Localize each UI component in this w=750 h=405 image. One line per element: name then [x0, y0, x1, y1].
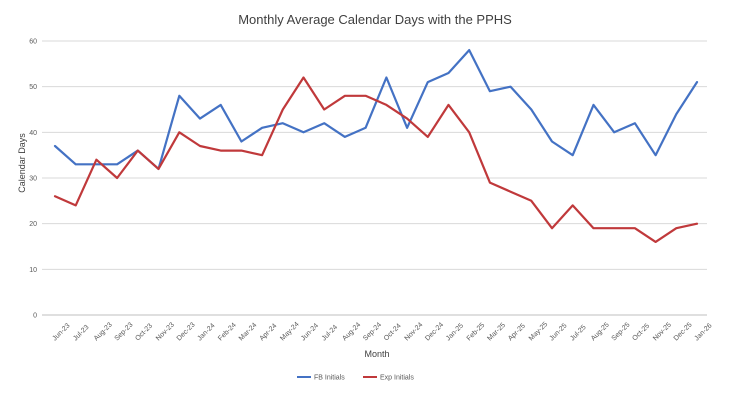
x-axis: Jun-23 Jul-23 Aug-23 Sep-23 Oct-23 Nov-23 Dec-…: [51, 321, 713, 343]
x-tick-label: May-25: [528, 321, 550, 343]
x-tick-label: Dec-24: [424, 321, 445, 342]
x-tick-label: Nov-24: [404, 321, 425, 342]
x-tick-label: Sep-24: [362, 321, 383, 342]
y-tick-label: 10: [29, 267, 37, 274]
series-lines: [53, 48, 699, 243]
x-tick-label: Nov-23: [155, 321, 176, 342]
legend-label: FB Initials: [314, 375, 345, 382]
x-tick-label: Mar-25: [486, 322, 507, 343]
x-tick-label: Dec-25: [673, 321, 694, 342]
x-tick-label: Dec-23: [176, 321, 197, 342]
x-tick-label: Jan-25: [445, 322, 465, 342]
x-tick-label: Jan-26: [693, 322, 713, 342]
x-tick-label: Aug-24: [341, 321, 362, 342]
x-tick-label: Nov-25: [652, 321, 673, 342]
chart-title: Monthly Average Calendar Days with the P…: [238, 12, 512, 27]
x-tick-label: Apr-24: [259, 323, 279, 343]
x-tick-label: Feb-24: [217, 322, 238, 343]
y-tick-label: 0: [33, 313, 37, 320]
x-tick-label: Aug-25: [590, 321, 611, 342]
x-tick-label: Jan-24: [196, 322, 216, 342]
x-tick-label: May-24: [279, 321, 301, 343]
x-axis-title: Month: [364, 349, 389, 359]
x-tick-label: Mar-24: [238, 322, 259, 343]
x-tick-label: Oct-23: [134, 323, 154, 343]
y-tick-label: 50: [29, 84, 37, 91]
x-tick-label: Sep-25: [611, 321, 632, 342]
legend: FB Initials Exp Initials: [297, 375, 414, 382]
series-line-1: [53, 48, 699, 170]
x-tick-label: Feb-25: [466, 322, 487, 343]
x-tick-label: Jun-23: [51, 322, 71, 342]
x-tick-label: Apr-25: [507, 323, 527, 343]
x-tick-label: Jul-23: [72, 324, 91, 343]
x-tick-label: Jun-24: [300, 322, 320, 342]
series-line-2: [53, 76, 699, 243]
x-tick-label: Oct-25: [631, 323, 651, 343]
y-axis-title: Calendar Days: [17, 133, 27, 193]
x-tick-label: Sep-23: [114, 321, 135, 342]
gridlines: [42, 40, 707, 316]
x-tick-label: Oct-24: [383, 323, 403, 343]
x-tick-label: Jul-25: [569, 324, 588, 343]
x-tick-label: Aug-23: [93, 321, 114, 342]
x-tick-label: Jul-24: [321, 324, 340, 343]
y-tick-label: 20: [29, 221, 37, 228]
x-tick-label: Jun-25: [548, 322, 568, 342]
y-tick-label: 30: [29, 176, 37, 183]
y-tick-label: 60: [29, 39, 37, 46]
y-tick-label: 40: [29, 130, 37, 137]
legend-label: Exp Initials: [380, 375, 414, 382]
y-axis: 0 10 20 30 40 50 60: [29, 39, 37, 320]
